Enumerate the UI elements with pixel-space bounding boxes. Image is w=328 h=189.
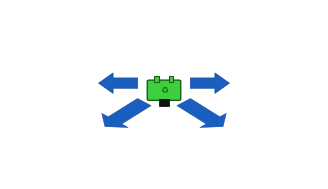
Bar xyxy=(154,76,159,82)
Polygon shape xyxy=(190,73,230,94)
Polygon shape xyxy=(102,98,151,127)
Bar xyxy=(159,99,169,106)
Text: ♻: ♻ xyxy=(160,86,168,95)
Bar xyxy=(169,76,173,82)
Polygon shape xyxy=(177,98,226,127)
FancyBboxPatch shape xyxy=(147,80,181,100)
Polygon shape xyxy=(98,73,138,94)
